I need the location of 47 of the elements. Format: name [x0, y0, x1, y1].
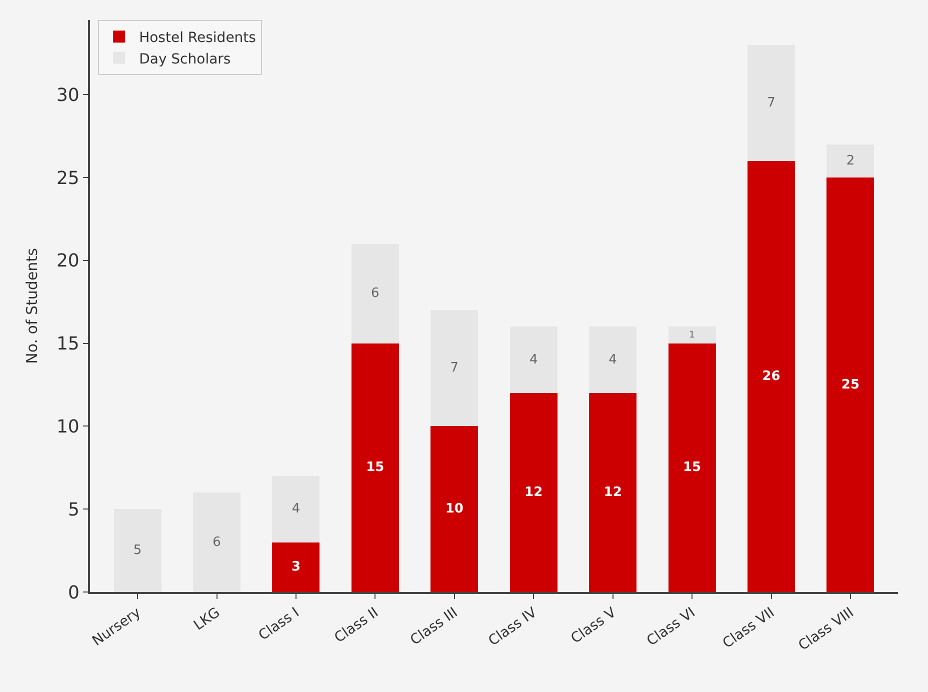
y-axis-title: No. of Students [23, 248, 42, 364]
data-label: 7 [767, 95, 776, 110]
data-label: 5 [133, 543, 142, 558]
data-label: 1 [689, 329, 695, 340]
data-label: 12 [604, 485, 622, 500]
x-tick-label: LKG [191, 604, 224, 634]
bar [747, 44, 796, 161]
data-label: 6 [371, 286, 380, 302]
data-label: 12 [524, 485, 543, 500]
legend-label: Hostel Residents [139, 30, 256, 46]
bar [747, 160, 796, 592]
data-label: 10 [445, 502, 464, 517]
data-label: 25 [841, 377, 860, 392]
data-label: 6 [212, 534, 221, 550]
y-tick-label: 20 [56, 250, 80, 272]
data-label: 3 [291, 560, 300, 575]
y-tick-label: 30 [56, 84, 80, 106]
bar [192, 492, 241, 592]
bar [510, 393, 558, 592]
data-label: 2 [846, 153, 855, 168]
bar [668, 326, 716, 344]
data-label: 15 [682, 460, 702, 476]
bar [114, 509, 162, 592]
bar [589, 326, 637, 394]
data-label: 4 [292, 502, 300, 517]
y-tick-label: 10 [56, 416, 80, 438]
bar [272, 476, 320, 542]
data-label: 7 [450, 360, 459, 376]
bar [826, 178, 874, 592]
bar [826, 144, 874, 178]
bar [272, 542, 320, 592]
bar [668, 343, 716, 592]
bar [589, 393, 637, 592]
bar [351, 343, 399, 592]
data-label: 26 [762, 368, 780, 384]
data-label: 4 [529, 352, 538, 368]
bar [351, 244, 399, 344]
data-label: 4 [608, 352, 617, 368]
y-tick-label: 15 [56, 334, 80, 355]
y-tick-label: 5 [68, 499, 80, 520]
bar [430, 426, 478, 592]
bar [510, 326, 558, 394]
legend-label: Day Scholars [139, 51, 231, 68]
y-tick-label: 25 [56, 168, 80, 189]
y-tick-label: 0 [68, 582, 80, 604]
bar [430, 310, 478, 426]
data-label: 15 [366, 460, 384, 476]
